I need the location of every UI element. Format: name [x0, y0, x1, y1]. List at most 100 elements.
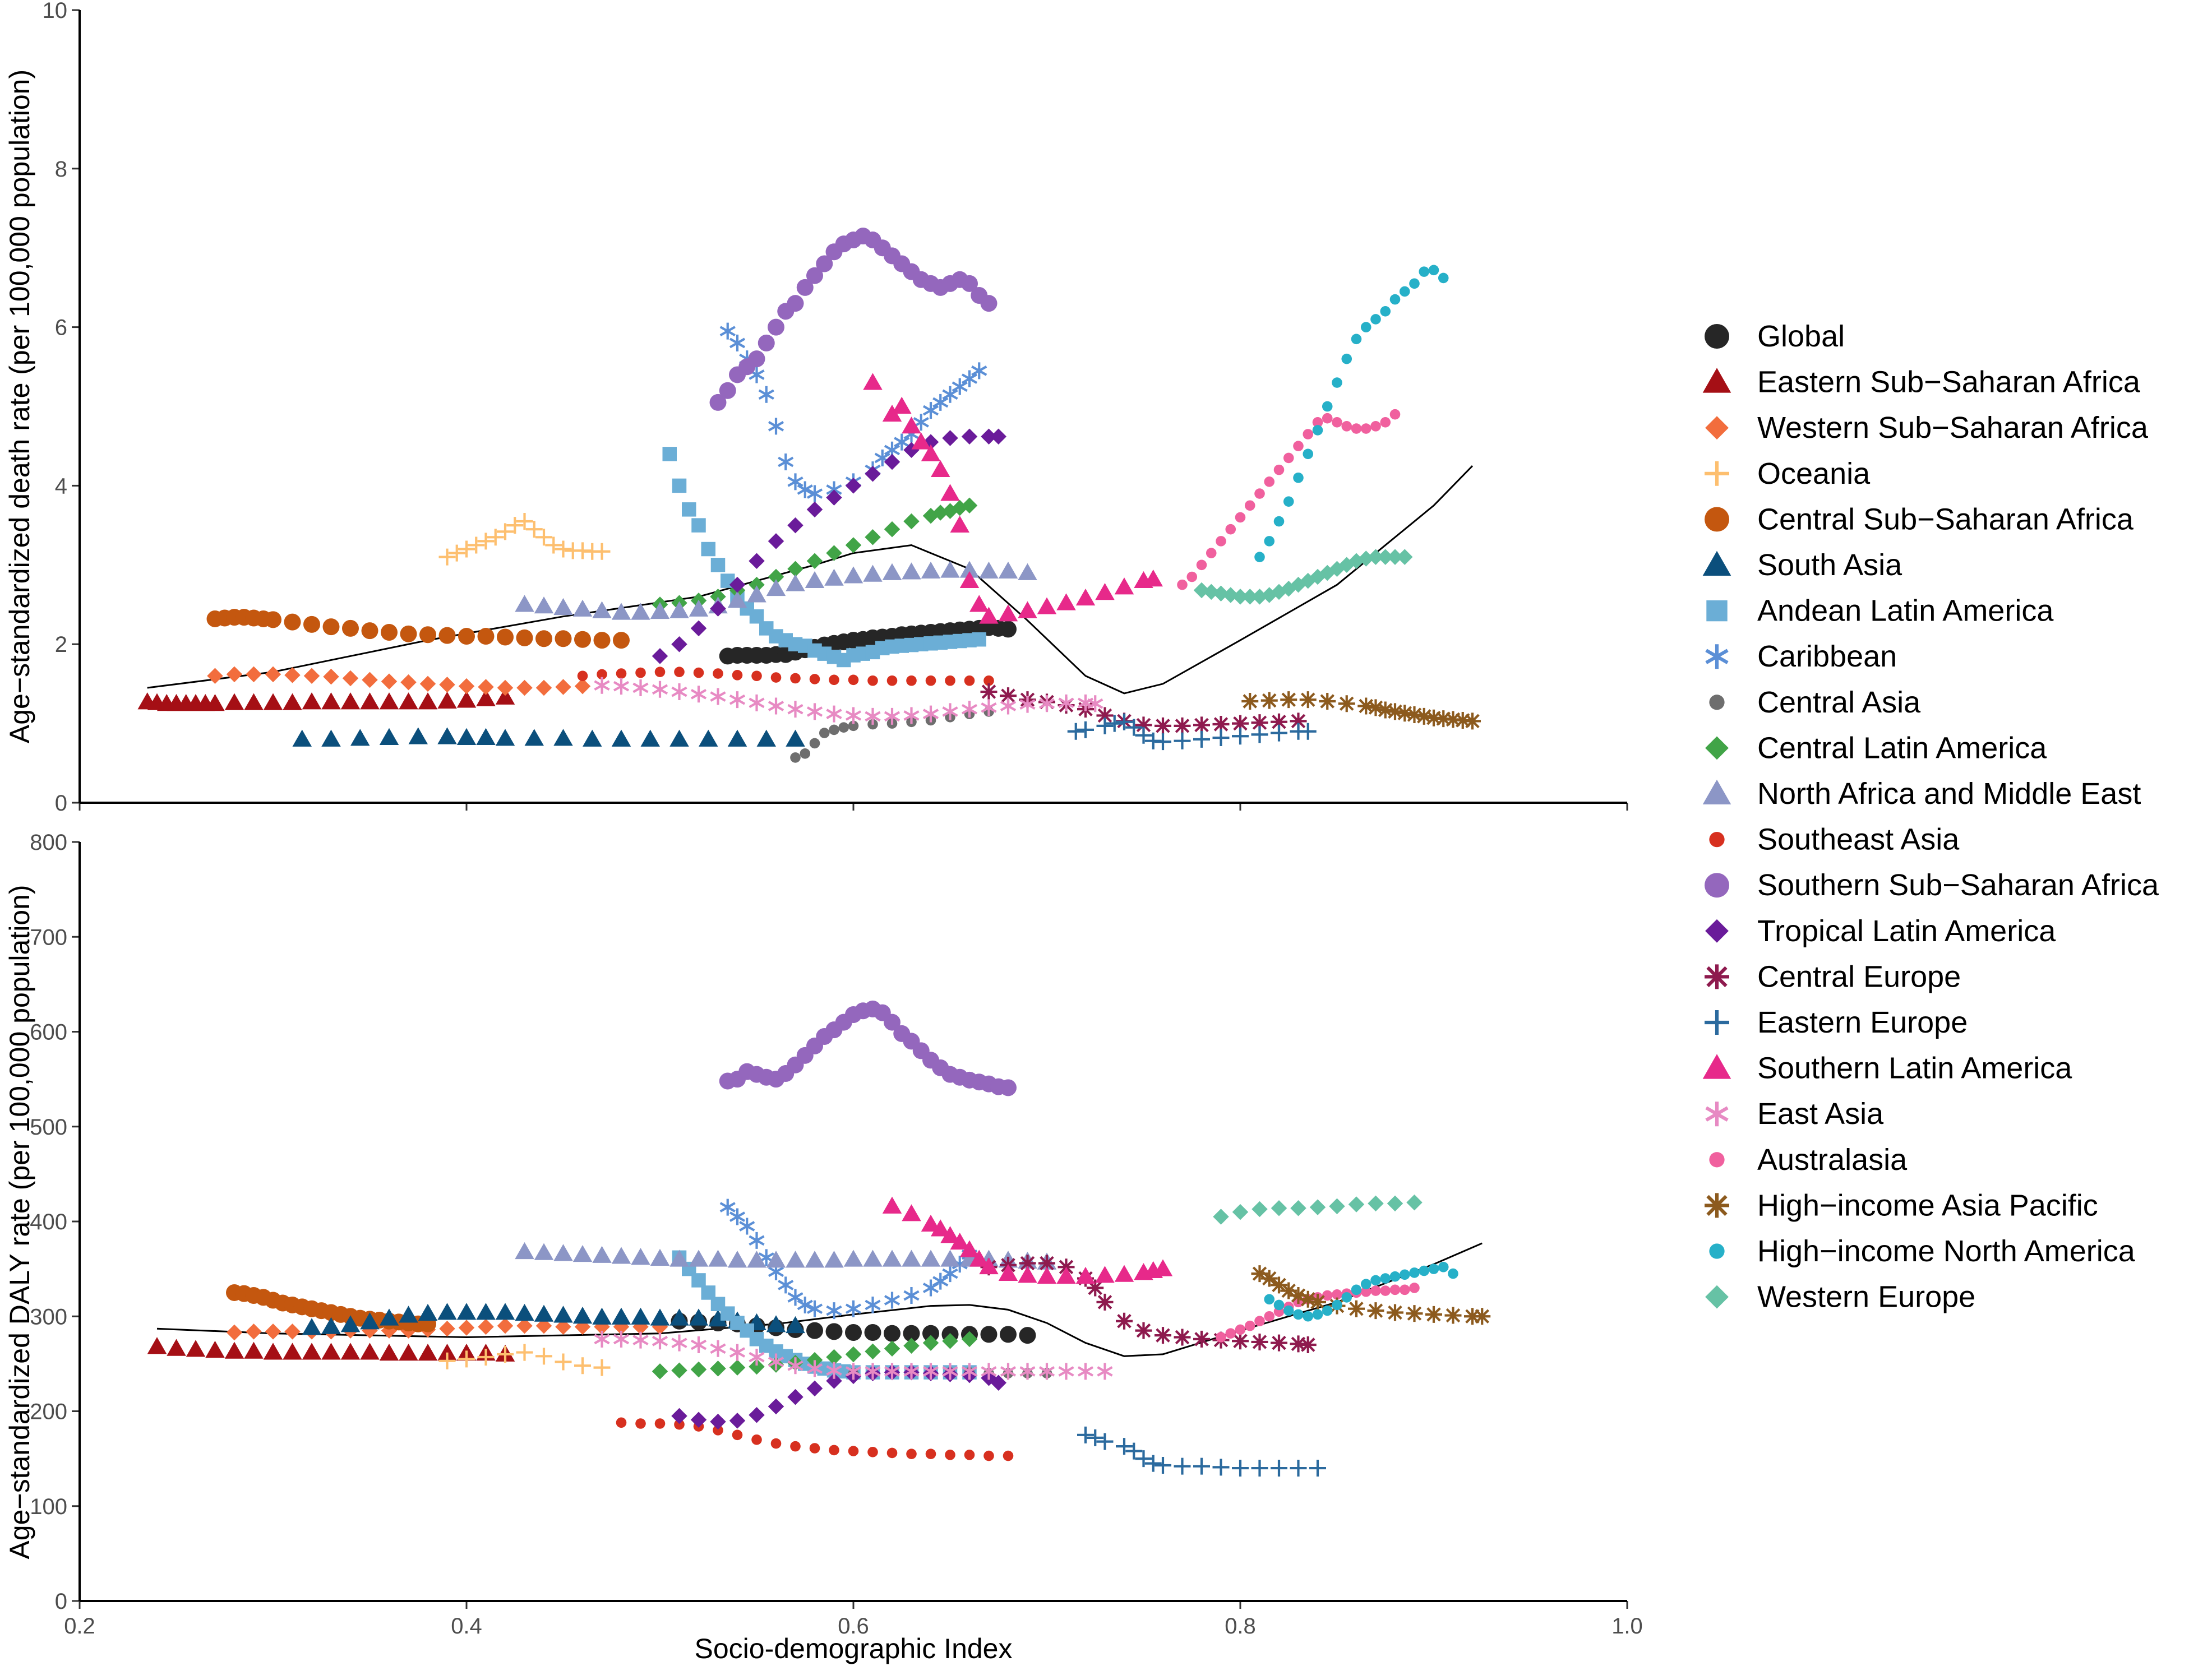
- point-north-africa-and-middle-east: [1018, 563, 1037, 580]
- point-eastern-europe: [1232, 1460, 1249, 1477]
- point-central-sub-saharan-africa: [535, 630, 552, 647]
- point-central-latin-america: [845, 537, 862, 553]
- point-south-asia: [756, 729, 776, 747]
- point-tropical-latin-america: [652, 648, 668, 664]
- death-rate-series-eastern-sub-saharan-africa: [137, 687, 515, 711]
- point-australasia: [1235, 1324, 1246, 1335]
- point-high-income-north-america: [1409, 1267, 1420, 1278]
- point-eastern-europe: [1155, 1456, 1171, 1474]
- point-southern-latin-america: [979, 1257, 999, 1275]
- point-south-asia: [399, 1306, 418, 1323]
- point-high-income-north-america: [1438, 272, 1449, 284]
- point-australasia: [1186, 571, 1198, 582]
- point-caribbean: [719, 1198, 736, 1216]
- point-high-income-asia-pacific: [1444, 1307, 1462, 1324]
- point-western-sub-saharan-africa: [419, 675, 436, 692]
- point-high-income-north-america: [1389, 294, 1401, 305]
- point-western-sub-saharan-africa: [478, 1318, 494, 1335]
- point-australasia: [1244, 500, 1255, 511]
- point-western-sub-saharan-africa: [265, 666, 281, 683]
- point-southeast-asia: [635, 1418, 646, 1429]
- legend-label: Eastern Sub−Saharan Africa: [1757, 365, 2141, 399]
- death-rate-series-australasia: [1177, 409, 1401, 590]
- point-southern-latin-america: [892, 396, 912, 414]
- point-high-income-north-america: [1380, 306, 1391, 317]
- point-western-sub-saharan-africa: [362, 672, 378, 688]
- point-caribbean: [778, 1276, 794, 1294]
- point-high-income-north-america: [1322, 401, 1333, 412]
- legend-marker-southern-latin-america: [1702, 1054, 1731, 1079]
- point-east-asia: [690, 1336, 707, 1354]
- point-north-africa-and-middle-east: [863, 564, 883, 582]
- point-western-sub-saharan-africa: [246, 1323, 262, 1340]
- point-central-europe: [1135, 1322, 1152, 1339]
- point-south-asia: [437, 727, 457, 744]
- point-oceania: [458, 540, 475, 558]
- legend-item-eastern-sub-saharan-africa: Eastern Sub−Saharan Africa: [1702, 365, 2141, 399]
- death-rate-series-western-sub-saharan-africa: [207, 666, 591, 696]
- point-australasia: [1380, 1285, 1391, 1296]
- point-eastern-sub-saharan-africa: [147, 1337, 167, 1354]
- point-eastern-sub-saharan-africa: [379, 692, 399, 710]
- point-southeast-asia: [886, 1447, 898, 1459]
- y-tick-label: 10: [43, 0, 68, 23]
- legend-item-eastern-europe: Eastern Europe: [1705, 1006, 1968, 1039]
- point-south-asia: [350, 729, 370, 746]
- point-oceania: [574, 1357, 591, 1375]
- point-central-asia: [848, 720, 859, 732]
- legend-item-western-sub-saharan-africa: Western Sub−Saharan Africa: [1705, 411, 2149, 445]
- point-north-africa-and-middle-east: [882, 1250, 902, 1267]
- point-east-asia: [787, 701, 803, 718]
- point-east-asia: [884, 1363, 900, 1380]
- point-eastern-europe: [1096, 717, 1114, 734]
- point-north-africa-and-middle-east: [689, 1250, 709, 1267]
- point-high-income-north-america: [1303, 1311, 1314, 1322]
- point-southern-latin-america: [902, 416, 921, 434]
- point-east-asia: [942, 1363, 958, 1380]
- point-southeast-asia: [790, 673, 801, 684]
- legend-marker-andean-latin-america: [1706, 600, 1728, 622]
- point-tropical-latin-america: [865, 465, 881, 482]
- point-eastern-europe: [1135, 1450, 1152, 1468]
- point-north-africa-and-middle-east: [921, 561, 941, 579]
- point-southern-latin-america: [940, 484, 960, 501]
- point-east-asia: [826, 705, 842, 723]
- point-western-sub-saharan-africa: [535, 1317, 552, 1334]
- point-central-sub-saharan-africa: [381, 623, 398, 641]
- point-north-africa-and-middle-east: [863, 1250, 883, 1267]
- legend-marker-high-income-asia-pacific: [1705, 1193, 1729, 1218]
- point-eastern-europe: [1125, 719, 1143, 736]
- point-caribbean: [865, 1296, 881, 1313]
- point-east-asia: [787, 1357, 803, 1375]
- point-high-income-asia-pacific: [1260, 692, 1278, 709]
- point-central-latin-america: [671, 1362, 687, 1378]
- point-caribbean: [845, 1300, 862, 1317]
- point-north-africa-and-middle-east: [902, 562, 921, 580]
- y-tick-label: 500: [30, 1115, 67, 1140]
- point-central-latin-america: [961, 497, 978, 513]
- daly-rate-axis-ticks: 0 100 200 300 400 500 600 700 800 0.2 0.4 0.6 0.8 1.0: [30, 830, 1643, 1639]
- point-western-europe: [1252, 589, 1268, 605]
- point-southern-latin-america: [1018, 1266, 1037, 1283]
- legend-item-western-europe: Western Europe: [1705, 1280, 1975, 1314]
- y-tick-label: 800: [30, 830, 67, 855]
- point-tropical-latin-america: [749, 1407, 765, 1423]
- point-eastern-sub-saharan-africa: [456, 691, 477, 708]
- point-high-income-north-america: [1283, 1305, 1294, 1316]
- point-central-europe: [1290, 1335, 1307, 1353]
- point-western-sub-saharan-africa: [303, 668, 320, 684]
- point-north-africa-and-middle-east: [572, 599, 593, 617]
- point-caribbean: [961, 370, 978, 387]
- point-southeast-asia: [577, 670, 588, 682]
- point-high-income-north-america: [1332, 1299, 1342, 1311]
- point-south-asia: [611, 1307, 631, 1325]
- legend-item-central-latin-america: Central Latin America: [1705, 731, 2047, 765]
- point-southern-sub-saharan-africa: [806, 267, 823, 284]
- legend-item-australasia: Australasia: [1709, 1143, 1908, 1177]
- point-southern-latin-america: [969, 595, 989, 612]
- point-tropical-latin-america: [768, 533, 784, 549]
- point-high-income-asia-pacific: [1309, 1293, 1326, 1311]
- point-western-europe: [1271, 1200, 1287, 1216]
- point-high-income-north-america: [1448, 1268, 1458, 1279]
- point-southeast-asia: [945, 1450, 955, 1460]
